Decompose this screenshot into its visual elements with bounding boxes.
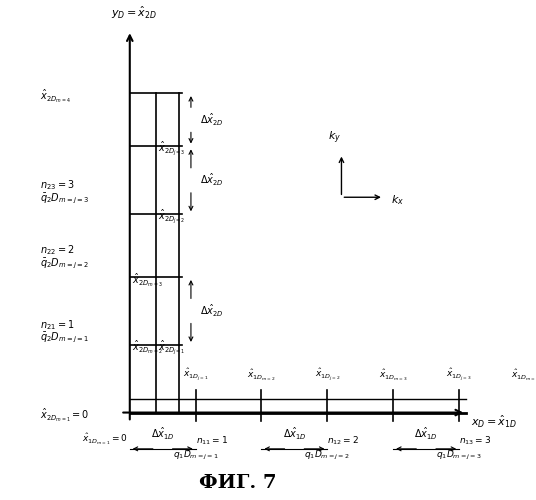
- Text: $\hat{x}_{1D_{m=1}} = 0$: $\hat{x}_{1D_{m=1}} = 0$: [82, 432, 128, 447]
- Text: $k_x$: $k_x$: [391, 193, 404, 206]
- Text: $n_{23} = 3$: $n_{23} = 3$: [40, 178, 75, 192]
- Text: $\hat{x}_{2D_{m=2}}$: $\hat{x}_{2D_{m=2}}$: [132, 339, 162, 356]
- Text: $\Delta\hat{x}_{2D}$: $\Delta\hat{x}_{2D}$: [200, 303, 224, 319]
- Text: $\bar{q}_2D_{m=j=1}$: $\bar{q}_2D_{m=j=1}$: [40, 330, 90, 345]
- Text: $\bar{q}_2D_{m=j=3}$: $\bar{q}_2D_{m=j=3}$: [40, 192, 90, 206]
- Text: $\bar{q}_2D_{m=j=2}$: $\bar{q}_2D_{m=j=2}$: [40, 256, 90, 270]
- Text: $\Delta\hat{x}_{1D}$: $\Delta\hat{x}_{1D}$: [414, 426, 438, 442]
- Text: $\hat{x}_{2D_{j=2}}$: $\hat{x}_{2D_{j=2}}$: [158, 208, 185, 226]
- Text: $\hat{x}_{1D_{m=3}}$: $\hat{x}_{1D_{m=3}}$: [379, 368, 407, 382]
- Text: $\Delta\hat{x}_{2D}$: $\Delta\hat{x}_{2D}$: [200, 172, 224, 188]
- Text: $n_{21} = 1$: $n_{21} = 1$: [40, 318, 75, 332]
- Text: $\hat{x}_{1D_{m=4}}$: $\hat{x}_{1D_{m=4}}$: [511, 368, 536, 382]
- Text: $n_{11} = 1$: $n_{11} = 1$: [196, 434, 228, 447]
- Text: $\hat{x}_{1D_{m=2}}$: $\hat{x}_{1D_{m=2}}$: [247, 368, 276, 382]
- Text: $y_D = \hat{x}_{2D}$: $y_D = \hat{x}_{2D}$: [111, 4, 158, 20]
- Text: $\hat{x}_{2D_{j=3}}$: $\hat{x}_{2D_{j=3}}$: [158, 140, 185, 158]
- Text: $n_{22} = 2$: $n_{22} = 2$: [40, 244, 75, 258]
- Text: $\bar{q}_1D_{m=j=2}$: $\bar{q}_1D_{m=j=2}$: [304, 448, 350, 462]
- Text: $\Delta\hat{x}_{2D}$: $\Delta\hat{x}_{2D}$: [200, 112, 224, 128]
- Text: $\hat{x}_{2D_{j=1}}$: $\hat{x}_{2D_{j=1}}$: [158, 338, 185, 357]
- Text: $\hat{x}_{1D_{j=1}}$: $\hat{x}_{1D_{j=1}}$: [183, 366, 209, 382]
- Text: $n_{13} = 3$: $n_{13} = 3$: [459, 434, 491, 447]
- Text: $x_D = \hat{x}_{1D}$: $x_D = \hat{x}_{1D}$: [471, 414, 517, 430]
- Text: $\Delta\hat{x}_{1D}$: $\Delta\hat{x}_{1D}$: [151, 426, 175, 442]
- Text: $k_y$: $k_y$: [328, 130, 341, 146]
- Text: $\hat{x}_{2D_{m=3}}$: $\hat{x}_{2D_{m=3}}$: [132, 272, 162, 288]
- Text: $\Delta\hat{x}_{1D}$: $\Delta\hat{x}_{1D}$: [282, 426, 306, 442]
- Text: $\hat{x}_{1D_{j=3}}$: $\hat{x}_{1D_{j=3}}$: [446, 366, 472, 382]
- Text: $\hat{x}_{1D_{j=2}}$: $\hat{x}_{1D_{j=2}}$: [315, 366, 340, 382]
- Text: ФИГ. 7: ФИГ. 7: [199, 474, 277, 492]
- Text: $\bar{q}_1D_{m=j=1}$: $\bar{q}_1D_{m=j=1}$: [173, 448, 219, 462]
- Text: $n_{12} = 2$: $n_{12} = 2$: [327, 434, 359, 447]
- Text: $\bar{q}_1D_{m=j=3}$: $\bar{q}_1D_{m=j=3}$: [436, 448, 482, 462]
- Text: $\hat{x}_{2D_{m=4}}$: $\hat{x}_{2D_{m=4}}$: [40, 88, 71, 105]
- Text: $\hat{x}_{2D_{m=1}} = 0$: $\hat{x}_{2D_{m=1}} = 0$: [40, 407, 90, 424]
